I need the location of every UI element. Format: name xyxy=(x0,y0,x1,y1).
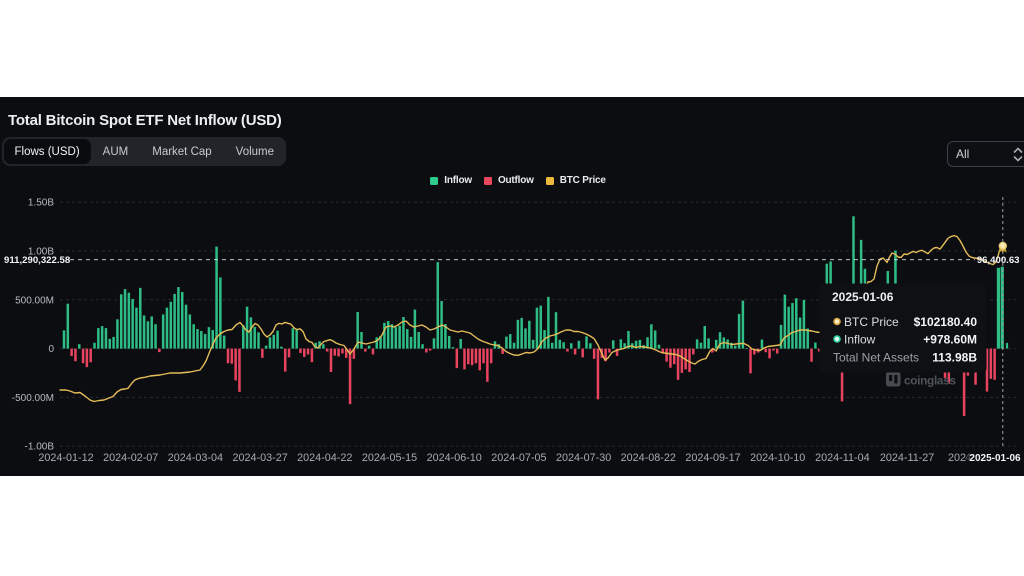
svg-text:2024-07-05: 2024-07-05 xyxy=(491,452,546,464)
svg-text:coinglass: coinglass xyxy=(904,374,956,388)
svg-text:BTC Price: BTC Price xyxy=(844,315,899,329)
svg-text:2024-11-27: 2024-11-27 xyxy=(880,452,934,464)
svg-text:-1.00B: -1.00B xyxy=(25,442,55,453)
svg-text:2025-01-06: 2025-01-06 xyxy=(832,290,894,304)
svg-text:Inflow: Inflow xyxy=(844,333,876,347)
svg-text:2024-09-17: 2024-09-17 xyxy=(685,452,740,464)
svg-text:113.98B: 113.98B xyxy=(932,351,977,365)
svg-text:2024-06-10: 2024-06-10 xyxy=(427,452,482,464)
svg-text:-500.00M: -500.00M xyxy=(12,393,54,404)
svg-text:$102180.40: $102180.40 xyxy=(914,315,978,329)
svg-text:1.50B: 1.50B xyxy=(28,198,54,209)
svg-text:2024-03-27: 2024-03-27 xyxy=(232,452,287,464)
svg-text:+978.60M: +978.60M xyxy=(923,333,977,347)
svg-text:4: 4 xyxy=(965,452,971,464)
svg-text:1.00B: 1.00B xyxy=(28,247,54,258)
svg-text:2024-08-22: 2024-08-22 xyxy=(621,452,676,464)
svg-text:96,400.63: 96,400.63 xyxy=(977,255,1020,266)
svg-text:911,290,322.58: 911,290,322.58 xyxy=(4,255,71,266)
svg-text:2025-01-06: 2025-01-06 xyxy=(969,453,1021,464)
svg-text:2024-04-22: 2024-04-22 xyxy=(297,452,352,464)
svg-text:Total Net Assets: Total Net Assets xyxy=(833,351,919,365)
svg-text:2024-10-10: 2024-10-10 xyxy=(750,452,805,464)
svg-text:2024-07-30: 2024-07-30 xyxy=(556,452,611,464)
svg-text:0: 0 xyxy=(48,344,54,355)
svg-text:2024-11-04: 2024-11-04 xyxy=(815,452,869,464)
svg-text:500.00M: 500.00M xyxy=(15,295,54,306)
svg-text:2024-03-04: 2024-03-04 xyxy=(168,452,223,464)
svg-text:2024-05-15: 2024-05-15 xyxy=(362,452,417,464)
svg-text:2024-02-07: 2024-02-07 xyxy=(103,452,158,464)
svg-text:202: 202 xyxy=(948,452,966,464)
svg-text:2024-01-12: 2024-01-12 xyxy=(38,452,93,464)
